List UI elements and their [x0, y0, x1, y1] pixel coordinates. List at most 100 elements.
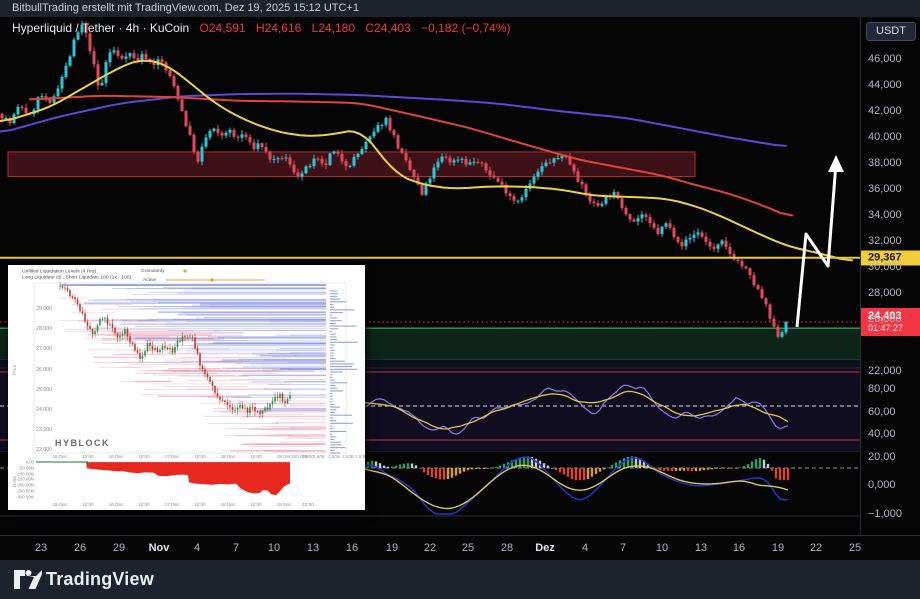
svg-text:-250.00M: -250.00M — [16, 489, 34, 494]
symbol-bar: Hyperliquid / Tether · 4h · KuCoin O24,5… — [12, 21, 511, 37]
overlay-title: Unfilled Liquidation Levels (4 Hrs) Long… — [22, 268, 131, 280]
time-axis-label: 16 — [732, 542, 746, 554]
overlay-title-line2: Long Liquidate 25 ; Short Liquidate 100 … — [22, 274, 132, 280]
time-axis-label: 23 — [34, 542, 48, 554]
svg-text:18 Dec: 18 Dec — [221, 502, 236, 507]
svg-text:1.50B: 1.50B — [313, 454, 325, 459]
overlay-legend-active: Active — [143, 277, 157, 283]
svg-text:19 Dec: 19 Dec — [277, 502, 292, 507]
price-axis-label: 20,00 — [868, 451, 896, 463]
svg-text:3.50B: 3.50B — [342, 454, 354, 459]
svg-text:28.000: 28.000 — [36, 326, 52, 332]
time-axis-label: 10 — [655, 542, 669, 554]
svg-text:15 Dec: 15 Dec — [53, 454, 68, 459]
symbol-title[interactable]: Hyperliquid / Tether · 4h · KuCoin — [12, 21, 190, 35]
svg-text:27.000: 27.000 — [36, 346, 52, 352]
ohlc-change: −0,182 (−0,74%) — [421, 21, 511, 35]
overlay-legend-granularity: Granularity — [141, 268, 165, 274]
svg-text:-100.00M: -100.00M — [16, 472, 34, 477]
svg-text:-300.00M: -300.00M — [16, 495, 34, 500]
price-axis-label: 46,000 — [868, 53, 902, 65]
candlestick-series — [0, 20, 788, 339]
price-axis-label: 38,000 — [868, 157, 902, 169]
time-axis-label: 25 — [461, 542, 475, 554]
attribution-bar: BitbullTrading erstellt mit TradingView.… — [0, 0, 920, 17]
macd-signal-line — [355, 464, 789, 510]
price-axis-label: 42,000 — [868, 105, 902, 117]
svg-text:19 Dec: 19 Dec — [277, 454, 292, 459]
svg-text:12:00: 12:00 — [194, 502, 206, 507]
svg-text:12:00: 12:00 — [302, 502, 314, 507]
time-axis-label: 13 — [694, 542, 708, 554]
svg-text:18 Dec: 18 Dec — [221, 454, 236, 459]
time-axis-label: 22 — [809, 542, 823, 554]
price-axis[interactable]: USDT 29,367 24,403 01:47:27 % log auto 4… — [860, 17, 920, 552]
svg-text:24.000: 24.000 — [36, 407, 52, 413]
price-axis-label: 22,000 — [868, 365, 902, 377]
svg-text:2.50B: 2.50B — [328, 454, 340, 459]
price-axis-label: 34,000 — [868, 209, 902, 221]
svg-text:17 Dec: 17 Dec — [165, 454, 180, 459]
tradingview-brand-text[interactable]: TradingView — [46, 569, 154, 589]
price-axis-label: 60,00 — [868, 406, 896, 418]
overlay-title-line1: Unfilled Liquidation Levels (4 Hrs) — [22, 268, 97, 274]
time-axis-label: 13 — [306, 542, 320, 554]
currency-button[interactable]: USDT — [866, 22, 916, 41]
tradingview-logo-icon[interactable] — [14, 570, 42, 590]
time-axis-label: 28 — [500, 542, 514, 554]
svg-text:-50.00M: -50.00M — [19, 466, 35, 471]
svg-text:12:00: 12:00 — [302, 454, 314, 459]
ohlc-high: H24,616 — [255, 21, 302, 35]
time-axis-label: 4 — [581, 542, 589, 554]
price-axis-label: 28,000 — [868, 287, 902, 299]
price-axis-label: 0,000 — [868, 479, 896, 491]
time-axis-label: 7 — [232, 542, 240, 554]
time-axis-label: 19 — [385, 542, 399, 554]
price-axis-label: 80,00 — [868, 383, 896, 395]
svg-text:17 Dec: 17 Dec — [165, 502, 180, 507]
svg-text:12:00: 12:00 — [250, 502, 262, 507]
svg-text:12:00: 12:00 — [82, 454, 94, 459]
time-axis-label: 19 — [771, 542, 785, 554]
price-axis-label: 30,000 — [868, 261, 902, 273]
time-axis-label: 26 — [73, 542, 87, 554]
footer-bar: TradingView — [0, 560, 920, 599]
time-axis[interactable]: 23 26 29 Nov 4 7 10 13 16 19 22 25 28 Dez 4 7 10 13 16 19 22… — [0, 535, 920, 561]
svg-text:12:00: 12:00 — [250, 454, 262, 459]
time-axis-label: 4 — [193, 542, 201, 554]
time-axis-label: Dez — [535, 542, 555, 554]
svg-text:12:00: 12:00 — [138, 454, 150, 459]
ohlc-open: O24,591 — [199, 21, 246, 35]
svg-text:12:00: 12:00 — [194, 454, 206, 459]
svg-text:0.00: 0.00 — [26, 460, 35, 465]
liquidation-map-chart: 29.000 28.000 27.000 26.000 25.000 24.000 23.0… — [12, 269, 365, 507]
svg-text:26.000: 26.000 — [36, 367, 52, 373]
rsi-line — [355, 384, 789, 435]
time-axis-label: 29 — [112, 542, 126, 554]
svg-text:29.000: 29.000 — [36, 306, 52, 312]
ohlc-close: C24,403 — [365, 21, 411, 35]
price-axis-label: 36,000 — [868, 183, 902, 195]
attribution-text: BitbullTrading erstellt mit TradingView.… — [12, 2, 359, 14]
price-axis-label: −1,000 — [868, 508, 902, 520]
yellow-price-label: 29,367 — [861, 250, 920, 266]
current-price-label: 24,403 01:47:27 — [861, 308, 920, 336]
svg-text:Delta: Delta — [12, 476, 17, 487]
svg-text:500.00M: 500.00M — [291, 454, 308, 459]
drawn-arrow — [795, 162, 838, 328]
svg-text:16 Dec: 16 Dec — [109, 502, 124, 507]
price-axis-label: 26,000 — [868, 313, 902, 325]
liquidation-delta-area — [36, 462, 290, 496]
svg-text:Price: Price — [12, 364, 17, 375]
time-axis-label: 16 — [345, 542, 359, 554]
price-axis-label: 32,000 — [868, 235, 902, 247]
svg-text:-150.00M: -150.00M — [16, 477, 34, 482]
svg-text:12:00: 12:00 — [82, 502, 94, 507]
macd-line — [355, 456, 789, 515]
svg-text:16 Dec: 16 Dec — [109, 454, 124, 459]
bar-countdown: 01:47:27 — [868, 323, 904, 333]
arrow-head — [828, 155, 844, 172]
time-axis-label: 25 — [848, 542, 862, 554]
current-price-value: 24,403 — [868, 310, 902, 322]
